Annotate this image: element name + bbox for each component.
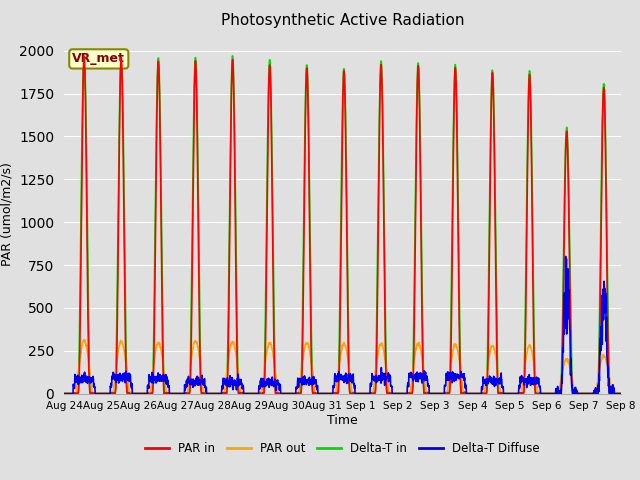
- X-axis label: Time: Time: [327, 414, 358, 427]
- Text: VR_met: VR_met: [72, 52, 125, 65]
- Title: Photosynthetic Active Radiation: Photosynthetic Active Radiation: [221, 13, 464, 28]
- Legend: PAR in, PAR out, Delta-T in, Delta-T Diffuse: PAR in, PAR out, Delta-T in, Delta-T Dif…: [140, 437, 545, 460]
- Y-axis label: PAR (umol/m2/s): PAR (umol/m2/s): [1, 162, 13, 265]
